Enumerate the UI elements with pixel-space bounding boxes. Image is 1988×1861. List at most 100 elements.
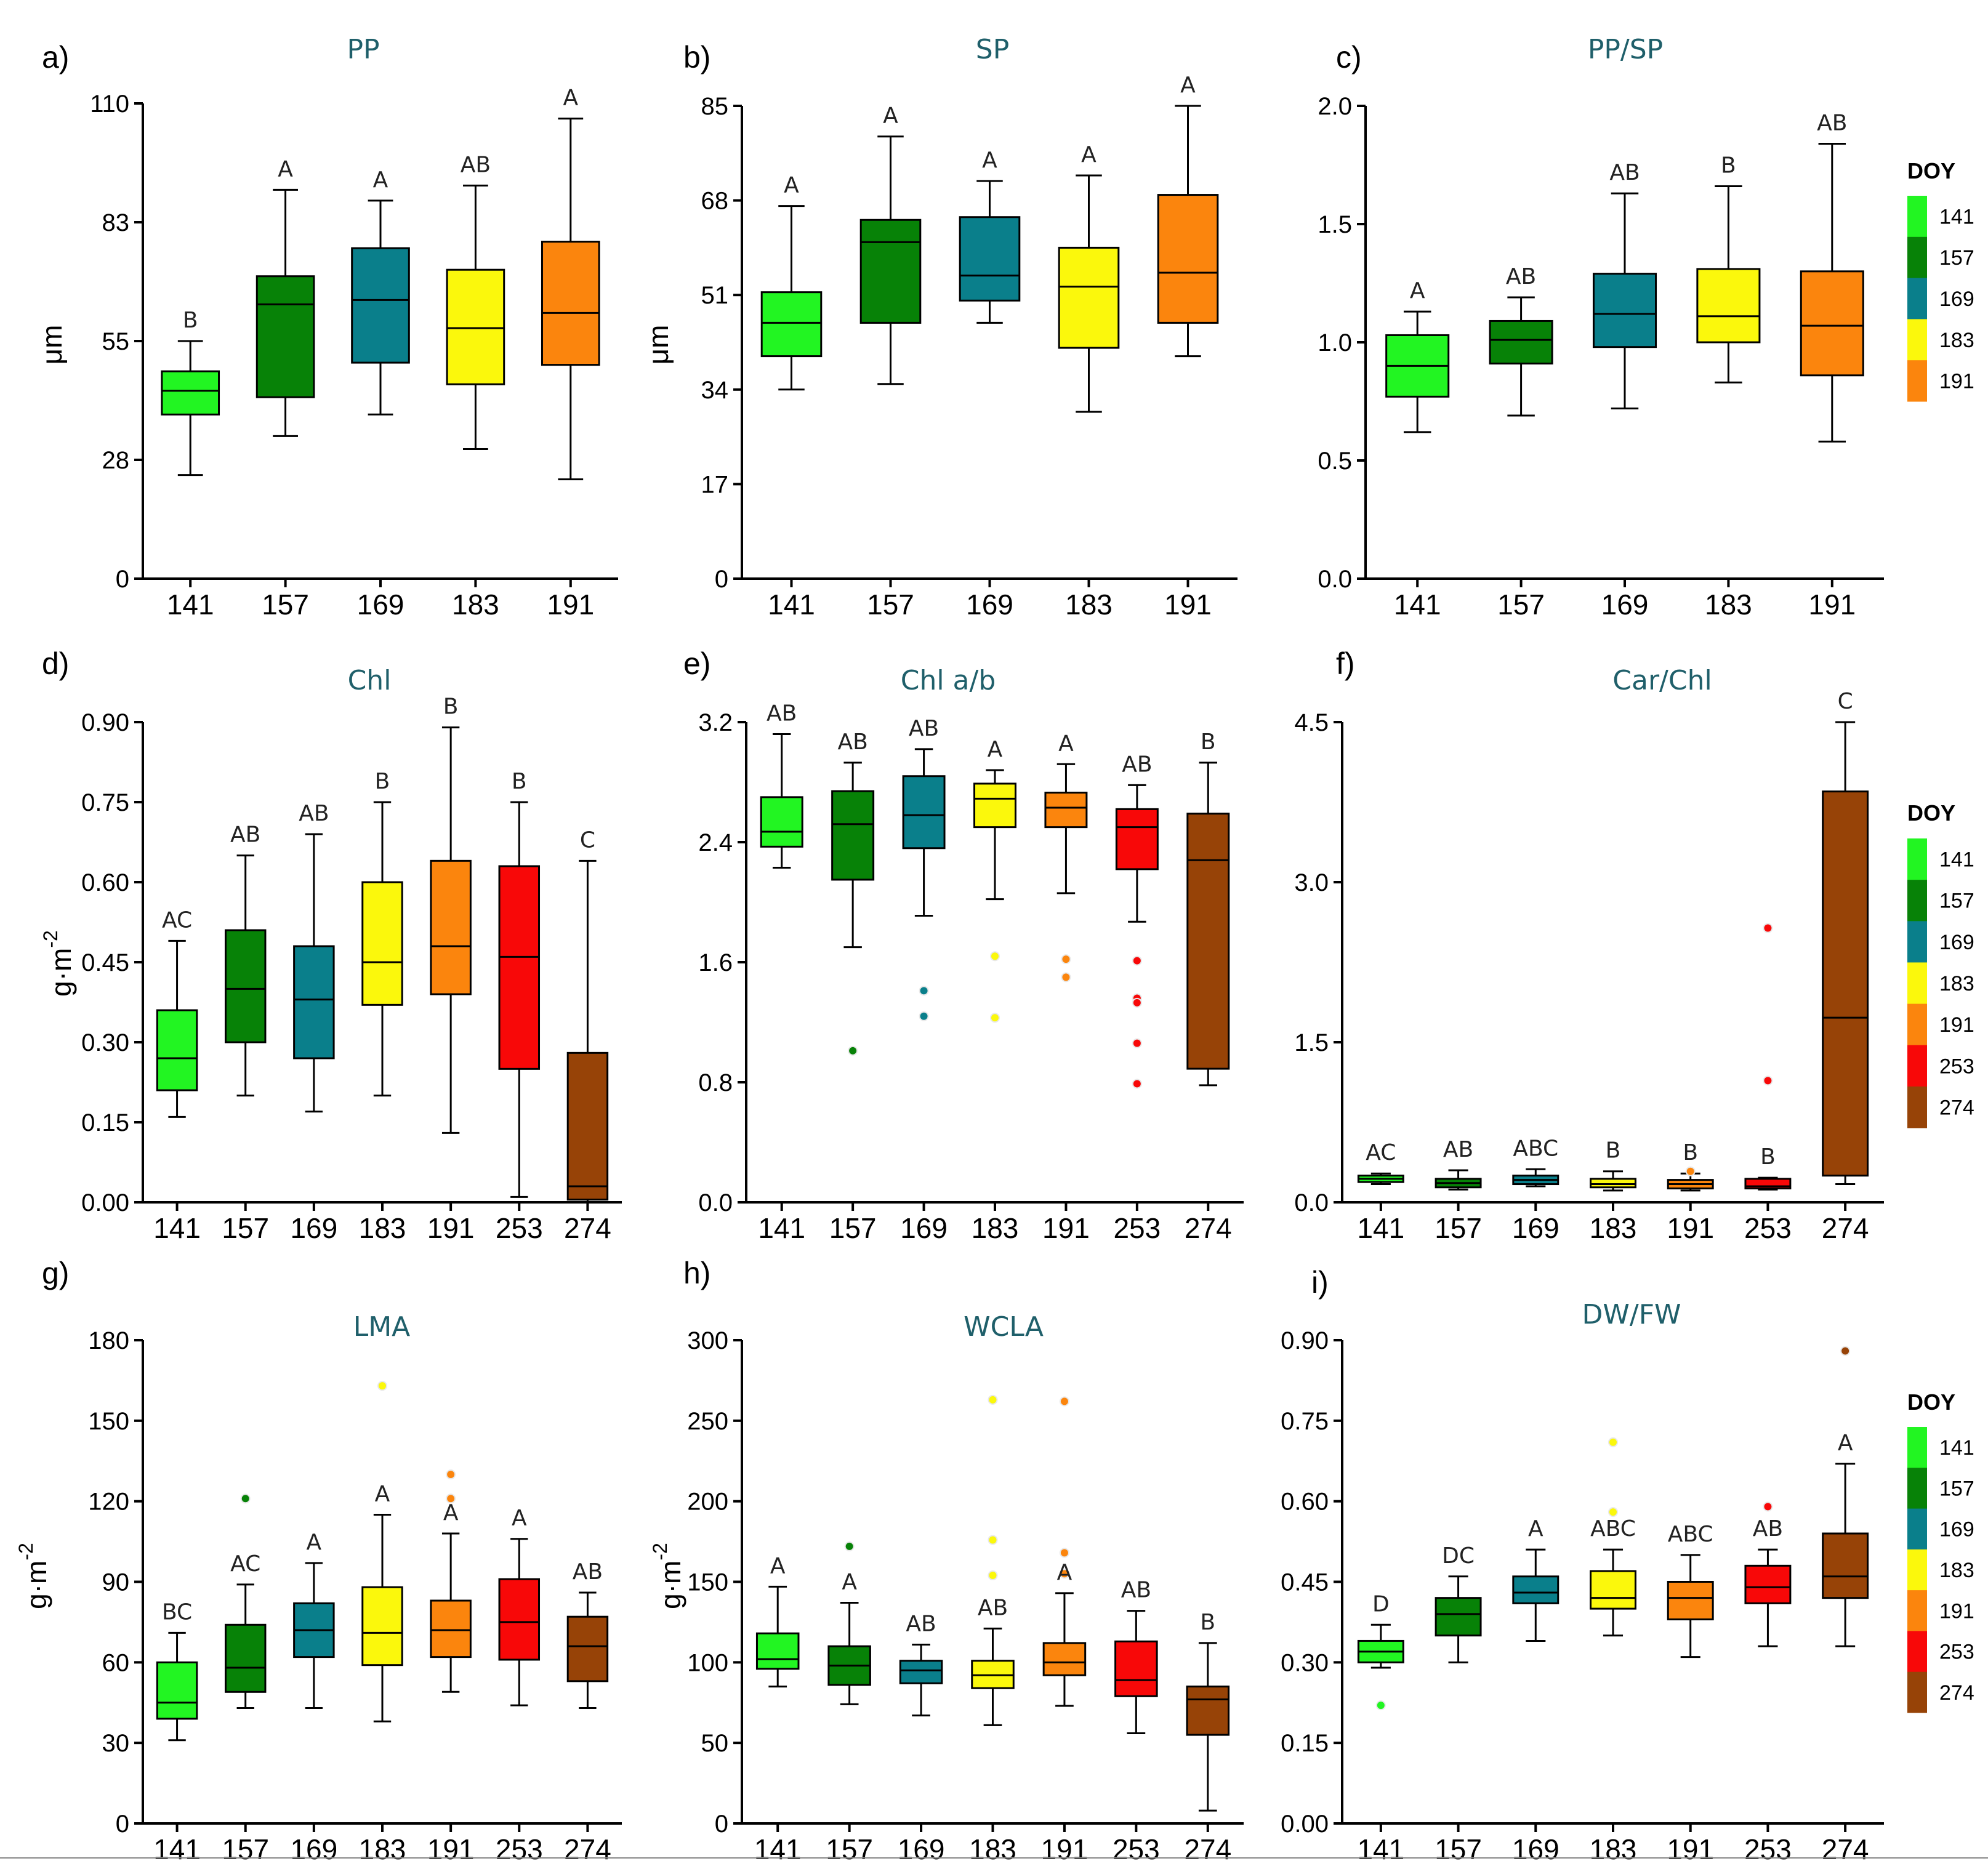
outlier-point [1685, 1166, 1696, 1176]
y-tick-label: 0 [715, 566, 728, 593]
x-tick-label: 274 [1184, 1833, 1231, 1861]
panel-title: DW/FW [1582, 1299, 1681, 1330]
y-tick-label: 100 [687, 1649, 728, 1676]
box-183: 183 A [359, 1381, 406, 1861]
box-141: 141 AC [1357, 1140, 1404, 1244]
panel-b: b) SP 0 17 34 51 68 85 μm 141 A 157 A 169 A 183 A 191 A [642, 34, 1237, 621]
iqr-box [1435, 1597, 1482, 1637]
x-tick-label: 191 [1808, 589, 1856, 621]
box-191: 191 A [427, 1469, 475, 1861]
significance-label: ABC [1513, 1136, 1558, 1161]
box-141: 141 BC [153, 1599, 201, 1861]
x-tick-label: 157 [222, 1833, 269, 1861]
panel-label: e) [683, 646, 710, 681]
significance-label: AC [230, 1551, 260, 1577]
legend-label-141: 141 [1939, 205, 1974, 228]
y-tick-label: 110 [90, 90, 129, 118]
x-tick-label: 253 [1744, 1833, 1792, 1861]
iqr-box [1114, 1640, 1158, 1697]
panel-label: a) [42, 40, 69, 74]
y-tick-label: 0.15 [1281, 1730, 1329, 1757]
legend-swatch-253 [1907, 1631, 1927, 1673]
y-axis-label-exponent: -2 [15, 1543, 37, 1560]
y-tick-label: 0.8 [698, 1069, 733, 1096]
x-tick-label: 141 [1357, 1833, 1404, 1861]
x-tick-label: 169 [290, 1212, 337, 1244]
y-tick-label: 0.45 [81, 949, 129, 976]
legend-label-169: 169 [1939, 1518, 1974, 1541]
legend-label-169: 169 [1939, 931, 1974, 954]
iqr-box [899, 1660, 943, 1684]
x-tick-label: 169 [898, 1833, 945, 1861]
legend-swatch-191 [1907, 360, 1927, 402]
iqr-box [351, 247, 410, 364]
box-183: 183 ABC [1590, 1437, 1636, 1861]
legend-title: DOY [1907, 158, 1955, 183]
box-141: 141 AB [758, 701, 805, 1245]
panel-label: b) [683, 40, 710, 74]
significance-label: C [580, 827, 595, 853]
box-141: 141 A [1385, 278, 1450, 621]
y-axis-label-base: g·m [45, 948, 77, 997]
x-tick-label: 191 [1667, 1212, 1714, 1244]
x-tick-label: 183 [359, 1833, 406, 1861]
panel-title: Chl a/b [901, 665, 996, 696]
outlier-point [1763, 1501, 1773, 1512]
iqr-box [1186, 813, 1230, 1070]
box-141: 141 B [161, 308, 220, 621]
y-tick-label: 0.30 [1281, 1649, 1329, 1676]
outlier-point [1132, 1038, 1142, 1048]
significance-label: A [375, 1481, 390, 1506]
legend-swatch-253 [1907, 1045, 1927, 1087]
box-274: 274 AB [564, 1559, 611, 1861]
x-tick-label: 183 [972, 1212, 1019, 1244]
y-tick-label: 1.6 [698, 949, 733, 976]
y-tick-label: 85 [701, 93, 729, 120]
iqr-box [161, 370, 220, 416]
iqr-box [1696, 268, 1761, 344]
x-tick-label: 253 [1744, 1212, 1792, 1244]
box-169: 169 AB [898, 1612, 945, 1861]
x-tick-label: 157 [829, 1212, 877, 1244]
iqr-box [1058, 246, 1120, 349]
box-191: 191 ABC [1667, 1522, 1714, 1861]
legend-swatch-157 [1907, 236, 1927, 279]
significance-label: A [443, 1500, 459, 1525]
box-141: 141 A [760, 173, 823, 621]
legend-swatch-169 [1907, 921, 1927, 963]
legend-label-274: 274 [1939, 1681, 1974, 1705]
legend-swatch-169 [1907, 278, 1927, 320]
outlier-point [446, 1493, 456, 1504]
significance-label: AB [1443, 1137, 1473, 1162]
x-tick-label: 183 [452, 589, 499, 621]
box-169: 169 A [290, 1530, 337, 1861]
y-axis-label-base: μm [642, 325, 674, 365]
significance-label: BC [162, 1599, 192, 1625]
iqr-box [224, 929, 267, 1043]
y-tick-label: 250 [687, 1408, 728, 1435]
x-tick-label: 183 [359, 1212, 406, 1244]
x-tick-label: 191 [1042, 1212, 1090, 1244]
box-157: 157 AB [222, 822, 269, 1244]
iqr-box [498, 1578, 541, 1661]
panel-label: d) [42, 646, 69, 681]
significance-label: A [842, 1570, 857, 1595]
legend-label-253: 253 [1939, 1641, 1974, 1664]
outlier-point [446, 1469, 456, 1480]
box-253: 253 A [496, 1506, 543, 1861]
legend-swatch-183 [1907, 319, 1927, 361]
box-169: 169 ABC [1512, 1136, 1559, 1244]
outlier-point [1763, 1075, 1773, 1086]
x-tick-label: 157 [826, 1833, 873, 1861]
x-tick-label: 274 [564, 1833, 611, 1861]
significance-label: A [784, 173, 799, 198]
outlier-point [988, 1394, 998, 1405]
box-191: 191 AB [1800, 110, 1864, 621]
outlier-point [990, 1013, 1000, 1023]
outlier-point [919, 1011, 929, 1021]
box-191: 191 B [427, 694, 475, 1244]
panel-title: Car/Chl [1612, 665, 1712, 696]
outlier-point [1375, 1700, 1386, 1711]
iqr-box [1667, 1581, 1714, 1621]
significance-label: B [443, 694, 459, 720]
